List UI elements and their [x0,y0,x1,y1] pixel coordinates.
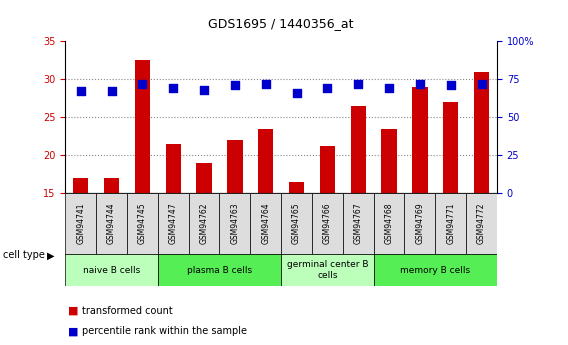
Point [354,81,363,87]
Text: GSM94764: GSM94764 [261,203,270,244]
Bar [197,163,212,193]
Point [446,83,456,88]
Text: GSM94745: GSM94745 [138,203,147,244]
Text: GSM94765: GSM94765 [292,203,301,244]
Point [261,81,270,87]
Bar [289,182,304,193]
Text: cell type: cell type [3,250,45,260]
Bar [281,193,312,254]
Bar [466,193,497,254]
Text: GSM94768: GSM94768 [385,203,394,244]
Bar [343,193,374,254]
Text: GSM94769: GSM94769 [415,203,424,244]
Bar [474,72,489,193]
Bar [135,60,150,193]
Bar [158,254,281,286]
Text: transformed count: transformed count [82,306,173,315]
Point [231,83,240,88]
Text: GSM94766: GSM94766 [323,203,332,244]
Text: ▶: ▶ [47,250,54,260]
Bar [227,140,243,193]
Bar [258,129,273,193]
Bar [65,254,158,286]
Bar [127,193,158,254]
Text: GSM94771: GSM94771 [446,203,455,244]
Bar [250,193,281,254]
Text: plasma B cells: plasma B cells [187,266,252,275]
Text: percentile rank within the sample: percentile rank within the sample [82,326,247,336]
Bar [412,87,428,193]
Text: GSM94741: GSM94741 [76,203,85,244]
Text: GSM94772: GSM94772 [477,203,486,244]
Text: GSM94767: GSM94767 [354,203,363,244]
Text: ■: ■ [68,326,78,336]
Bar [350,106,366,193]
Bar [65,193,96,254]
Text: GSM94762: GSM94762 [199,203,208,244]
Text: GDS1695 / 1440356_at: GDS1695 / 1440356_at [208,17,354,30]
Bar [165,144,181,193]
Bar [374,193,404,254]
Bar [189,193,219,254]
Bar [312,193,343,254]
Text: memory B cells: memory B cells [400,266,470,275]
Bar [73,178,89,193]
Bar [281,254,374,286]
Text: GSM94763: GSM94763 [231,203,239,244]
Bar [443,102,458,193]
Point [415,81,424,87]
Point [323,86,332,91]
Point [292,90,301,96]
Bar [320,146,335,193]
Bar [104,178,119,193]
Text: ■: ■ [68,306,78,315]
Point [477,81,486,87]
Text: GSM94747: GSM94747 [169,203,178,244]
Bar [158,193,189,254]
Bar [435,193,466,254]
Text: GSM94744: GSM94744 [107,203,116,244]
Text: germinal center B
cells: germinal center B cells [287,260,368,280]
Point [107,89,116,94]
Point [76,89,85,94]
Point [138,81,147,87]
Text: naive B cells: naive B cells [83,266,140,275]
Bar [404,193,435,254]
Point [385,86,394,91]
Bar [381,129,397,193]
Bar [374,254,497,286]
Point [199,87,208,93]
Bar [96,193,127,254]
Bar [219,193,250,254]
Point [169,86,178,91]
